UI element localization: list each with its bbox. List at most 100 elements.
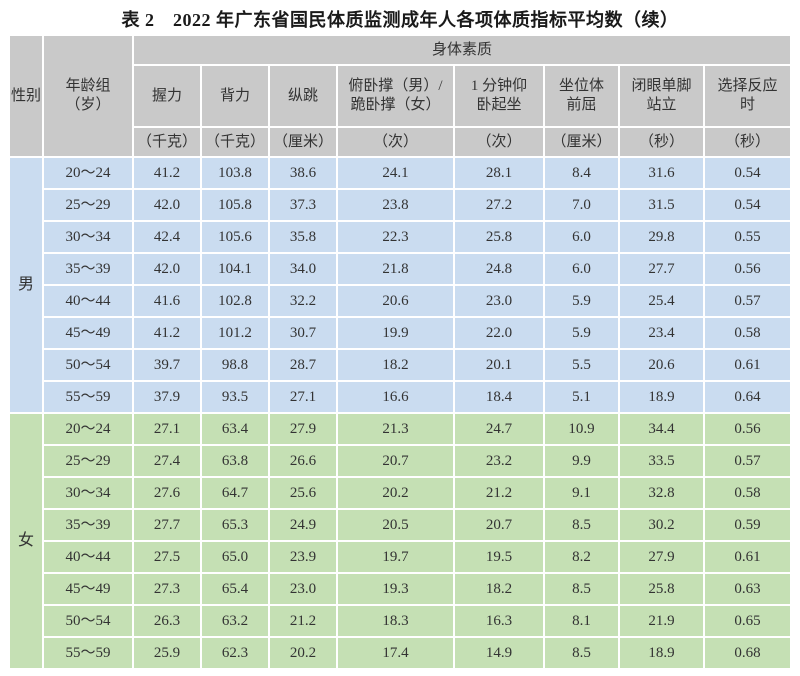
value-cell: 16.6 (338, 382, 453, 412)
value-cell: 8.1 (545, 606, 618, 636)
age-cell: 20～24 (44, 158, 132, 188)
value-cell: 27.9 (620, 542, 703, 572)
value-cell: 65.0 (202, 542, 268, 572)
value-cell: 10.9 (545, 414, 618, 444)
value-cell: 0.56 (705, 414, 791, 444)
value-cell: 25.8 (455, 222, 543, 252)
value-cell: 25.9 (134, 638, 200, 668)
value-cell: 8.2 (545, 542, 618, 572)
value-cell: 21.9 (620, 606, 703, 636)
gender-cell-female: 女 (10, 414, 42, 668)
value-cell: 25.6 (270, 478, 336, 508)
value-cell: 64.7 (202, 478, 268, 508)
age-cell: 35～39 (44, 510, 132, 540)
value-cell: 0.68 (705, 638, 791, 668)
value-cell: 8.5 (545, 638, 618, 668)
value-cell: 24.9 (270, 510, 336, 540)
value-cell: 27.9 (270, 414, 336, 444)
value-cell: 9.1 (545, 478, 618, 508)
value-cell: 6.0 (545, 222, 618, 252)
value-cell: 24.8 (455, 254, 543, 284)
unit-sit-and-reach: （厘米） (545, 128, 618, 156)
value-cell: 21.8 (338, 254, 453, 284)
value-cell: 104.1 (202, 254, 268, 284)
table-row: 45～49 27.3 65.4 23.0 19.3 18.2 8.5 25.8 0.63 (10, 574, 791, 604)
value-cell: 0.65 (705, 606, 791, 636)
table-row: 40～44 27.5 65.0 23.9 19.7 19.5 8.2 27.9 0.61 (10, 542, 791, 572)
value-cell: 27.7 (134, 510, 200, 540)
value-cell: 102.8 (202, 286, 268, 316)
value-cell: 29.8 (620, 222, 703, 252)
value-cell: 103.8 (202, 158, 268, 188)
header-vertical-jump: 纵跳 (270, 66, 336, 126)
value-cell: 25.4 (620, 286, 703, 316)
value-cell: 18.9 (620, 382, 703, 412)
value-cell: 24.1 (338, 158, 453, 188)
value-cell: 25.8 (620, 574, 703, 604)
age-cell: 40～44 (44, 542, 132, 572)
page-title: 表 2 2022 年广东省国民体质监测成年人各项体质指标平均数（续） (121, 10, 679, 30)
table-row: 30～34 42.4 105.6 35.8 22.3 25.8 6.0 29.8 0.55 (10, 222, 791, 252)
header-grip-strength: 握力 (134, 66, 200, 126)
value-cell: 26.3 (134, 606, 200, 636)
value-cell: 19.7 (338, 542, 453, 572)
value-cell: 0.61 (705, 350, 791, 380)
table-row: 25～29 27.4 63.8 26.6 20.7 23.2 9.9 33.5 0.57 (10, 446, 791, 476)
age-cell: 30～34 (44, 222, 132, 252)
age-cell: 25～29 (44, 190, 132, 220)
value-cell: 19.3 (338, 574, 453, 604)
value-cell: 18.9 (620, 638, 703, 668)
value-cell: 30.2 (620, 510, 703, 540)
header-physical-fitness: 身体素质 (134, 36, 791, 64)
value-cell: 105.6 (202, 222, 268, 252)
table-row: 男 20～24 41.2 103.8 38.6 24.1 28.1 8.4 31.6 0.54 (10, 158, 791, 412)
value-cell: 105.8 (202, 190, 268, 220)
value-cell: 5.5 (545, 350, 618, 380)
unit-pushups: （次） (338, 128, 453, 156)
value-cell: 8.5 (545, 510, 618, 540)
age-cell: 50～54 (44, 606, 132, 636)
value-cell: 27.1 (270, 382, 336, 412)
value-cell: 0.54 (705, 158, 791, 188)
value-cell: 62.3 (202, 638, 268, 668)
value-cell: 20.1 (455, 350, 543, 380)
value-cell: 18.4 (455, 382, 543, 412)
value-cell: 24.7 (455, 414, 543, 444)
value-cell: 31.6 (620, 158, 703, 188)
unit-situps: （次） (455, 128, 543, 156)
value-cell: 42.4 (134, 222, 200, 252)
value-cell: 41.2 (134, 158, 200, 188)
table-row: 35～39 27.7 65.3 24.9 20.5 20.7 8.5 30.2 0.59 (10, 510, 791, 540)
value-cell: 27.2 (455, 190, 543, 220)
value-cell: 8.5 (545, 574, 618, 604)
value-cell: 18.2 (338, 350, 453, 380)
header-sit-and-reach: 坐位体 前屈 (545, 66, 618, 126)
value-cell: 18.2 (455, 574, 543, 604)
fitness-table: 性别 年龄组 （岁） 身体素质 握力 背力 纵跳 俯卧撑（男）/ 跪卧撑（女） … (8, 34, 793, 670)
value-cell: 5.1 (545, 382, 618, 412)
value-cell: 26.6 (270, 446, 336, 476)
value-cell: 14.9 (455, 638, 543, 668)
value-cell: 35.8 (270, 222, 336, 252)
value-cell: 37.3 (270, 190, 336, 220)
value-cell: 23.4 (620, 318, 703, 348)
table-row: 女 20～24 27.1 63.4 27.9 21.3 24.7 10.9 34.4 0.56 (10, 414, 791, 668)
value-cell: 16.3 (455, 606, 543, 636)
value-cell: 20.6 (338, 286, 453, 316)
table-row: 30～34 27.6 64.7 25.6 20.2 21.2 9.1 32.8 0.58 (10, 478, 791, 508)
unit-back-strength: （千克） (202, 128, 268, 156)
value-cell: 20.2 (338, 478, 453, 508)
value-cell: 23.0 (270, 574, 336, 604)
value-cell: 17.4 (338, 638, 453, 668)
value-cell: 19.9 (338, 318, 453, 348)
value-cell: 0.61 (705, 542, 791, 572)
value-cell: 31.5 (620, 190, 703, 220)
table-row: 55～59 25.9 62.3 20.2 17.4 14.9 8.5 18.9 0.68 (10, 638, 791, 668)
value-cell: 20.6 (620, 350, 703, 380)
age-cell: 35～39 (44, 254, 132, 284)
value-cell: 5.9 (545, 286, 618, 316)
value-cell: 23.0 (455, 286, 543, 316)
value-cell: 27.4 (134, 446, 200, 476)
value-cell: 18.3 (338, 606, 453, 636)
unit-grip-strength: （千克） (134, 128, 200, 156)
